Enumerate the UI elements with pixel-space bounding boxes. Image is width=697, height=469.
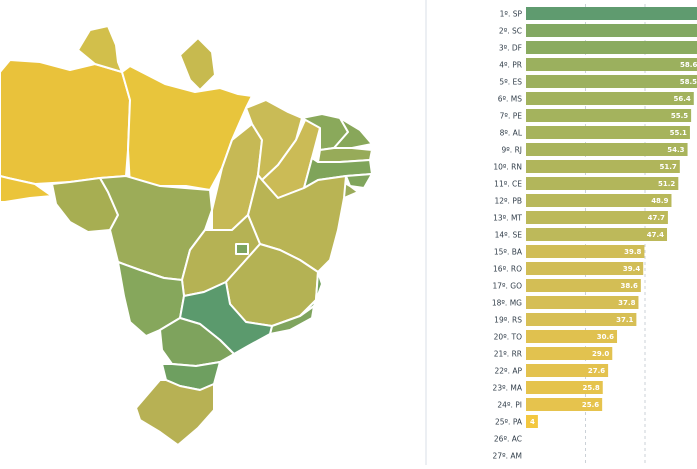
bar — [526, 296, 639, 309]
brazil-state-map — [0, 25, 373, 446]
value-label: 55.5 — [671, 112, 688, 120]
category-label: 8º. AL — [500, 129, 523, 138]
category-label: 16º. RO — [493, 265, 522, 274]
value-label: 30.6 — [597, 333, 614, 341]
value-label: 54.3 — [667, 146, 684, 154]
state-ac — [0, 175, 53, 203]
value-label: 27.6 — [588, 367, 605, 375]
value-label: 25.6 — [582, 401, 599, 409]
category-label: 2º. SC — [499, 27, 522, 36]
value-label: 39.4 — [623, 265, 640, 273]
value-label: 37.1 — [616, 316, 633, 324]
value-label: 37.8 — [618, 299, 635, 307]
category-label: 9º. RJ — [502, 146, 523, 155]
category-label: 22º. AP — [495, 367, 523, 376]
bar — [526, 262, 644, 275]
category-label: 10º. RN — [493, 163, 522, 172]
bar — [526, 364, 609, 377]
bar — [526, 398, 603, 411]
state-rs — [135, 379, 215, 446]
category-label: 12º. PB — [494, 197, 522, 206]
value-label: 48.9 — [651, 197, 668, 205]
category-label: 18º. MG — [492, 299, 522, 308]
bar — [526, 41, 697, 54]
value-label: 25.8 — [582, 384, 599, 392]
category-label: 19º. RS — [494, 316, 522, 325]
bar — [526, 7, 697, 20]
panel-divider — [425, 0, 427, 465]
bar — [526, 24, 697, 37]
value-label: 56.4 — [674, 95, 691, 103]
value-label: 47.4 — [647, 231, 664, 239]
value-label: 51.2 — [658, 180, 675, 188]
state-df — [235, 243, 249, 255]
category-label: 1º. SP — [500, 10, 523, 19]
value-label: 4 — [530, 418, 535, 426]
state-al — [345, 173, 373, 189]
bar — [526, 415, 538, 428]
category-label: 13º. MT — [493, 214, 522, 223]
bar — [526, 347, 613, 360]
category-label: 5º. ES — [499, 78, 522, 87]
bar — [526, 143, 688, 156]
state-pr — [159, 317, 235, 367]
bar — [526, 228, 668, 241]
bar — [526, 126, 690, 139]
bar — [526, 381, 603, 394]
value-label: 29.0 — [592, 350, 609, 358]
category-label: 24º. PI — [497, 401, 522, 410]
bar — [526, 177, 679, 190]
category-label: 7º. PE — [500, 112, 523, 121]
bar — [526, 75, 697, 88]
category-label: 27º. AM — [493, 452, 522, 461]
bar — [526, 313, 637, 326]
value-label: 51.7 — [660, 163, 677, 171]
value-label: 58.6 — [680, 61, 697, 69]
category-label: 17º. GO — [492, 282, 522, 291]
value-label: 55.1 — [670, 129, 687, 137]
category-label: 25º. PA — [495, 418, 523, 427]
bar — [526, 160, 680, 173]
category-label: 3º. DF — [499, 44, 522, 53]
category-label: 15º. BA — [494, 248, 523, 257]
bar — [526, 92, 694, 105]
value-label: 58.5 — [680, 78, 697, 86]
bar — [526, 109, 692, 122]
category-label: 20º. TO — [494, 333, 522, 342]
value-label: 39.8 — [624, 248, 641, 256]
bar — [526, 245, 645, 258]
state-rr — [77, 25, 123, 73]
bar — [526, 58, 697, 71]
category-label: 26º. AC — [494, 435, 522, 444]
bar — [526, 330, 618, 343]
value-label: 38.6 — [621, 282, 638, 290]
bar — [526, 194, 672, 207]
value-label: 47.7 — [648, 214, 665, 222]
state-ap — [179, 37, 216, 91]
category-label: 11º. CE — [494, 180, 522, 189]
state-am — [0, 59, 131, 185]
bar — [526, 211, 668, 224]
category-label: 6º. MS — [498, 95, 523, 104]
category-label: 4º. PR — [499, 61, 522, 70]
category-label: 23º. MA — [493, 384, 523, 393]
category-label: 14º. SE — [495, 231, 523, 240]
bar — [526, 279, 641, 292]
category-label: 21º. RR — [494, 350, 522, 359]
